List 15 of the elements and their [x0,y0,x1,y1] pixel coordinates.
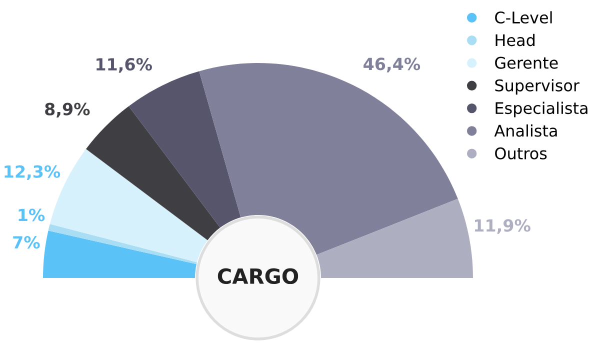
data-label: 12,3% [4,165,60,180]
data-label: 11,9% [474,219,530,234]
legend-label: Outros [495,147,547,160]
legend-label: Analista [494,124,557,137]
legend-label: Gerente [495,56,558,69]
legend-label: Supervisor [495,79,580,95]
data-label: 8,9% [45,102,90,118]
data-label: 7% [13,236,40,249]
data-label: 46,4% [364,58,420,72]
data-label: 11,6% [96,58,152,73]
legend-label: Head [496,34,534,46]
legend-label: Especialista [496,102,588,118]
legend-label: C-Level [495,11,552,24]
text: CARGO [218,268,298,284]
data-label: 1% [18,208,45,222]
